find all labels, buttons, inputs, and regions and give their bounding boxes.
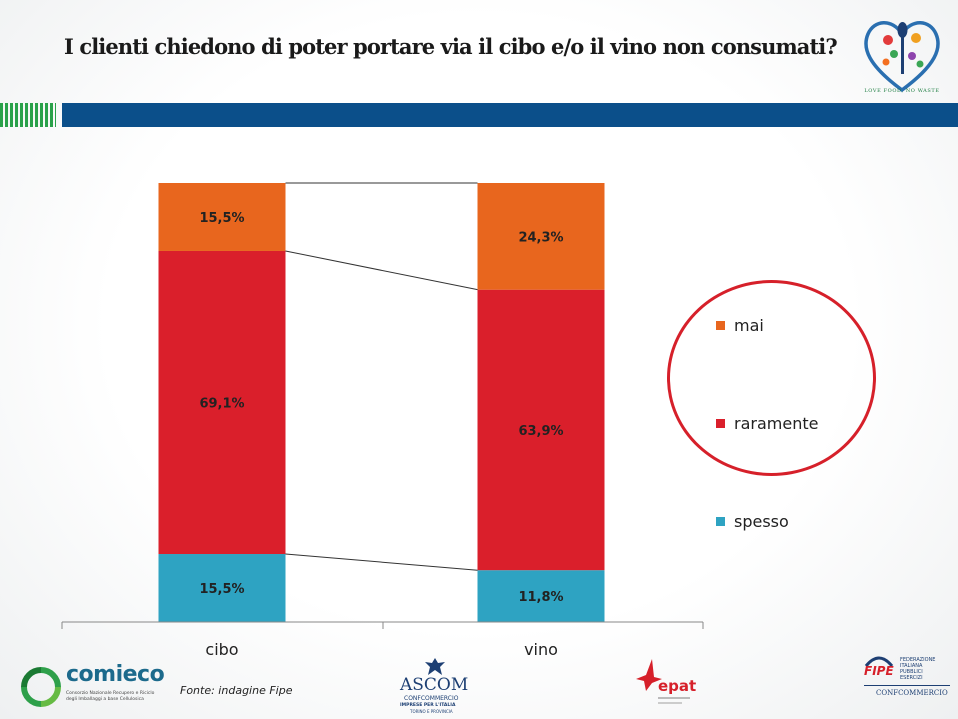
- legend-item-spesso: spesso: [716, 512, 789, 531]
- fipe-mark-icon: [864, 656, 894, 667]
- fipe-divider: [864, 685, 950, 686]
- legend-item-mai: mai: [716, 316, 764, 335]
- bar-vino-raramente: [477, 289, 605, 571]
- ascom-name: ASCOM: [400, 675, 469, 695]
- ascom-sub: IMPRESE PER L'ITALIA: [400, 703, 456, 708]
- ascom-sub: CONFCOMMERCIO: [404, 695, 459, 702]
- recycle-icon: [21, 667, 61, 707]
- fipe-line: ESERCIZI: [900, 675, 923, 681]
- green-stripes-decoration: [0, 103, 56, 127]
- legend-label: spesso: [734, 512, 789, 531]
- series-line: [285, 250, 478, 291]
- legend-highlight-circle: [667, 280, 876, 476]
- ascom-sub: TORINO E PROVINCIA: [410, 709, 453, 714]
- eagle-icon: [425, 658, 445, 675]
- data-label: 11,8%: [518, 590, 563, 605]
- fipe-logo: FIPE FEDERAZIONE ITALIANA PUBBLICI ESERC…: [862, 654, 956, 716]
- legend-item-raramente: raramente: [716, 414, 818, 433]
- epat-divider: [658, 702, 682, 704]
- legend-swatch: [716, 419, 725, 428]
- top-logo-tagline: LOVE FOOD, NO WASTE: [864, 88, 940, 94]
- epat-logo: epat: [630, 657, 696, 715]
- bars: 15,5% 69,1% 15,5% 11,8% 63,9% 24,3%: [158, 183, 605, 622]
- fipe-line: ITALIANA: [900, 663, 923, 669]
- category-labels: cibo vino: [205, 640, 558, 659]
- data-label: 24,3%: [518, 230, 563, 245]
- epat-divider: [658, 697, 690, 699]
- legend-swatch: [716, 517, 725, 526]
- source-note: Fonte: indagine Fipe: [180, 684, 293, 697]
- bar-cibo-mai: [158, 183, 286, 251]
- page-title: I clienti chiedono di poter portare via …: [64, 34, 838, 59]
- love-food-no-waste-logo: [858, 10, 946, 98]
- comieco-logo: comieco Consorzio Nazionale Recupero e R…: [20, 662, 170, 710]
- data-label: 63,9%: [518, 424, 563, 439]
- data-label: 69,1%: [199, 397, 244, 412]
- comieco-subtitle: degli Imballaggi a base Cellulosica: [66, 697, 144, 702]
- fipe-line: FEDERAZIONE: [900, 657, 936, 663]
- fipe-name: FIPE: [864, 664, 894, 678]
- epat-mark-icon: [636, 659, 662, 691]
- bar-vino-spesso: [477, 570, 605, 622]
- ascom-logo: ASCOM CONFCOMMERCIO IMPRESE PER L'ITALIA…: [398, 657, 472, 717]
- legend-label: raramente: [734, 414, 819, 433]
- fipe-line: PUBBLICI: [900, 669, 923, 675]
- header-band: [62, 103, 958, 127]
- fipe-confcommercio: CONFCOMMERCIO: [876, 689, 948, 697]
- series-lines: [285, 182, 478, 571]
- legend-label: mai: [734, 316, 764, 335]
- data-label: 15,5%: [199, 211, 244, 226]
- category-label-vino: vino: [524, 640, 558, 659]
- data-label: 15,5%: [199, 582, 244, 597]
- legend-swatch: [716, 321, 725, 330]
- bar-vino-mai: [477, 183, 605, 290]
- bar-cibo-raramente: [158, 250, 286, 555]
- bar-cibo-spesso: [158, 554, 286, 622]
- epat-name: epat: [658, 677, 697, 695]
- comieco-subtitle: Consorzio Nazionale Recupero e Riciclo: [66, 691, 155, 696]
- category-label-cibo: cibo: [205, 640, 238, 659]
- comieco-name: comieco: [66, 662, 165, 687]
- series-line: [285, 553, 478, 571]
